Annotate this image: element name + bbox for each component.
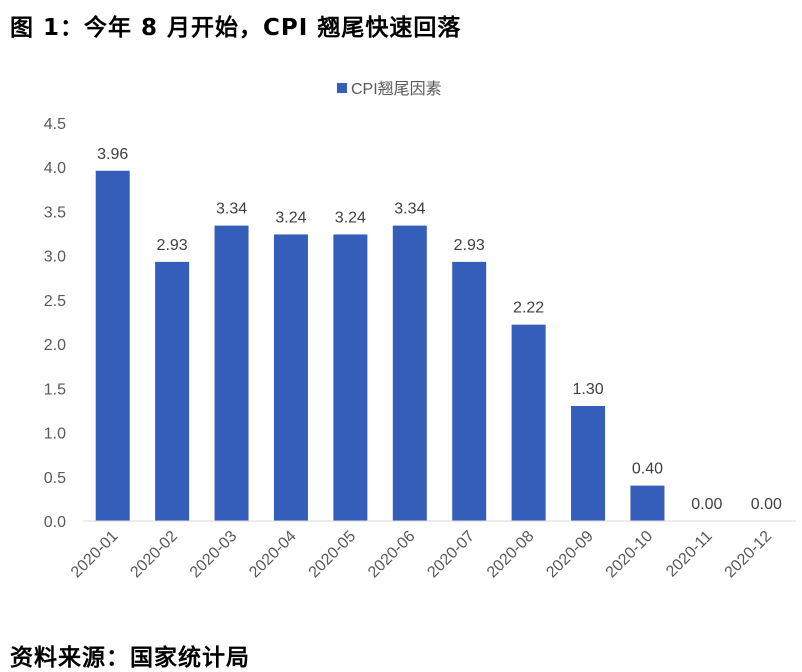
legend-swatch <box>337 83 347 93</box>
x-tick-label: 2020-11 <box>663 528 716 581</box>
bar <box>155 261 190 521</box>
x-tick-label: 2020-05 <box>306 528 360 582</box>
y-tick-label: 3.0 <box>44 249 66 266</box>
data-label: 3.34 <box>216 201 247 218</box>
data-label: 3.96 <box>97 146 128 163</box>
data-label: 3.24 <box>335 209 366 226</box>
data-label: 0.40 <box>632 461 663 478</box>
x-tick-label: 2020-07 <box>424 528 478 582</box>
y-tick-label: 2.5 <box>44 293 66 310</box>
bar <box>333 234 368 521</box>
bar <box>571 406 606 521</box>
x-tick-label: 2020-01 <box>68 528 122 582</box>
bar <box>452 261 487 521</box>
x-tick-label: 2020-04 <box>246 528 300 582</box>
y-tick-label: 3.5 <box>44 204 66 221</box>
data-label: 2.22 <box>513 300 544 317</box>
y-tick-label: 0.5 <box>44 470 66 487</box>
x-tick-label: 2020-09 <box>543 528 597 582</box>
y-tick-label: 2.0 <box>44 337 66 354</box>
bar <box>392 225 427 521</box>
data-label: 3.24 <box>275 209 306 226</box>
data-label: 0.00 <box>691 496 722 513</box>
x-tick-label: 2020-12 <box>722 528 776 582</box>
x-tick-label: 2020-03 <box>187 528 241 582</box>
legend-label: CPI翘尾因素 <box>351 80 442 98</box>
y-tick-label: 0.0 <box>44 514 66 531</box>
x-tick-label: 2020-08 <box>484 528 538 582</box>
x-tick-label: 2020-02 <box>127 528 181 582</box>
bar <box>214 225 249 521</box>
figure-title: 图 1：今年 8 月开始，CPI 翘尾快速回落 <box>10 15 462 41</box>
data-label: 3.34 <box>394 201 425 218</box>
y-tick-label: 1.5 <box>44 381 66 398</box>
bar <box>630 485 665 521</box>
y-tick-label: 4.0 <box>44 160 66 177</box>
data-label: 1.30 <box>572 381 603 398</box>
data-label: 2.93 <box>454 237 485 254</box>
x-tick-label: 2020-10 <box>603 528 657 582</box>
data-label: 2.93 <box>157 237 188 254</box>
bar <box>511 324 546 521</box>
y-tick-label: 1.0 <box>44 426 66 443</box>
bar <box>95 170 130 521</box>
data-label: 0.00 <box>751 496 782 513</box>
y-tick-label: 4.5 <box>44 116 66 133</box>
source-note: 资料来源：国家统计局 <box>10 645 250 671</box>
x-tick-label: 2020-06 <box>365 528 419 582</box>
bar <box>273 234 308 521</box>
